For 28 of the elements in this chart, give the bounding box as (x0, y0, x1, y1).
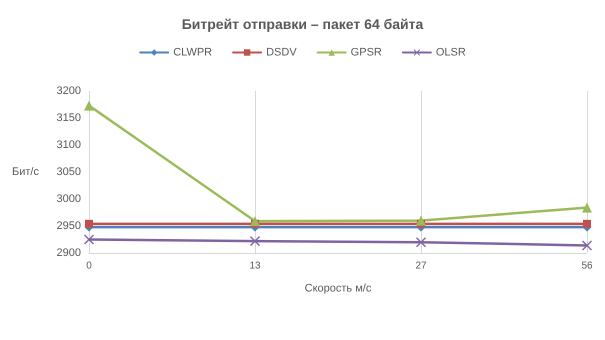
y-tick-label: 3100 (56, 139, 81, 151)
y-tick-label: 2900 (56, 247, 81, 259)
chart-title: Битрейт отправки – пакет 64 байта (182, 16, 424, 32)
y-tick-label: 3000 (56, 193, 81, 205)
x-tick-label: 0 (86, 260, 92, 272)
x-tick-label: 13 (249, 260, 261, 272)
point (250, 216, 260, 226)
y-tick-label: 3200 (56, 85, 81, 97)
x-tick-label: 27 (415, 260, 427, 272)
point (582, 202, 592, 213)
y-tick-label: 3150 (56, 112, 81, 124)
x-tick-label: 56 (581, 260, 593, 272)
y-tick-label: 2950 (56, 220, 81, 232)
point (250, 236, 260, 246)
legend-label: OLSR (436, 46, 466, 58)
x-axis-title: Скорость м/с (304, 282, 372, 294)
point (84, 234, 94, 244)
y-tick-label: 3050 (56, 166, 81, 178)
point (416, 237, 426, 248)
point (85, 220, 93, 228)
legend-label: GPSR (350, 46, 382, 58)
y-axis-title: Бит/с (12, 166, 40, 178)
point (416, 216, 426, 226)
point (582, 240, 592, 250)
point (84, 100, 94, 111)
point (583, 220, 591, 228)
legend-label: DSDV (266, 46, 298, 58)
legend-label: CLWPR (173, 46, 212, 58)
